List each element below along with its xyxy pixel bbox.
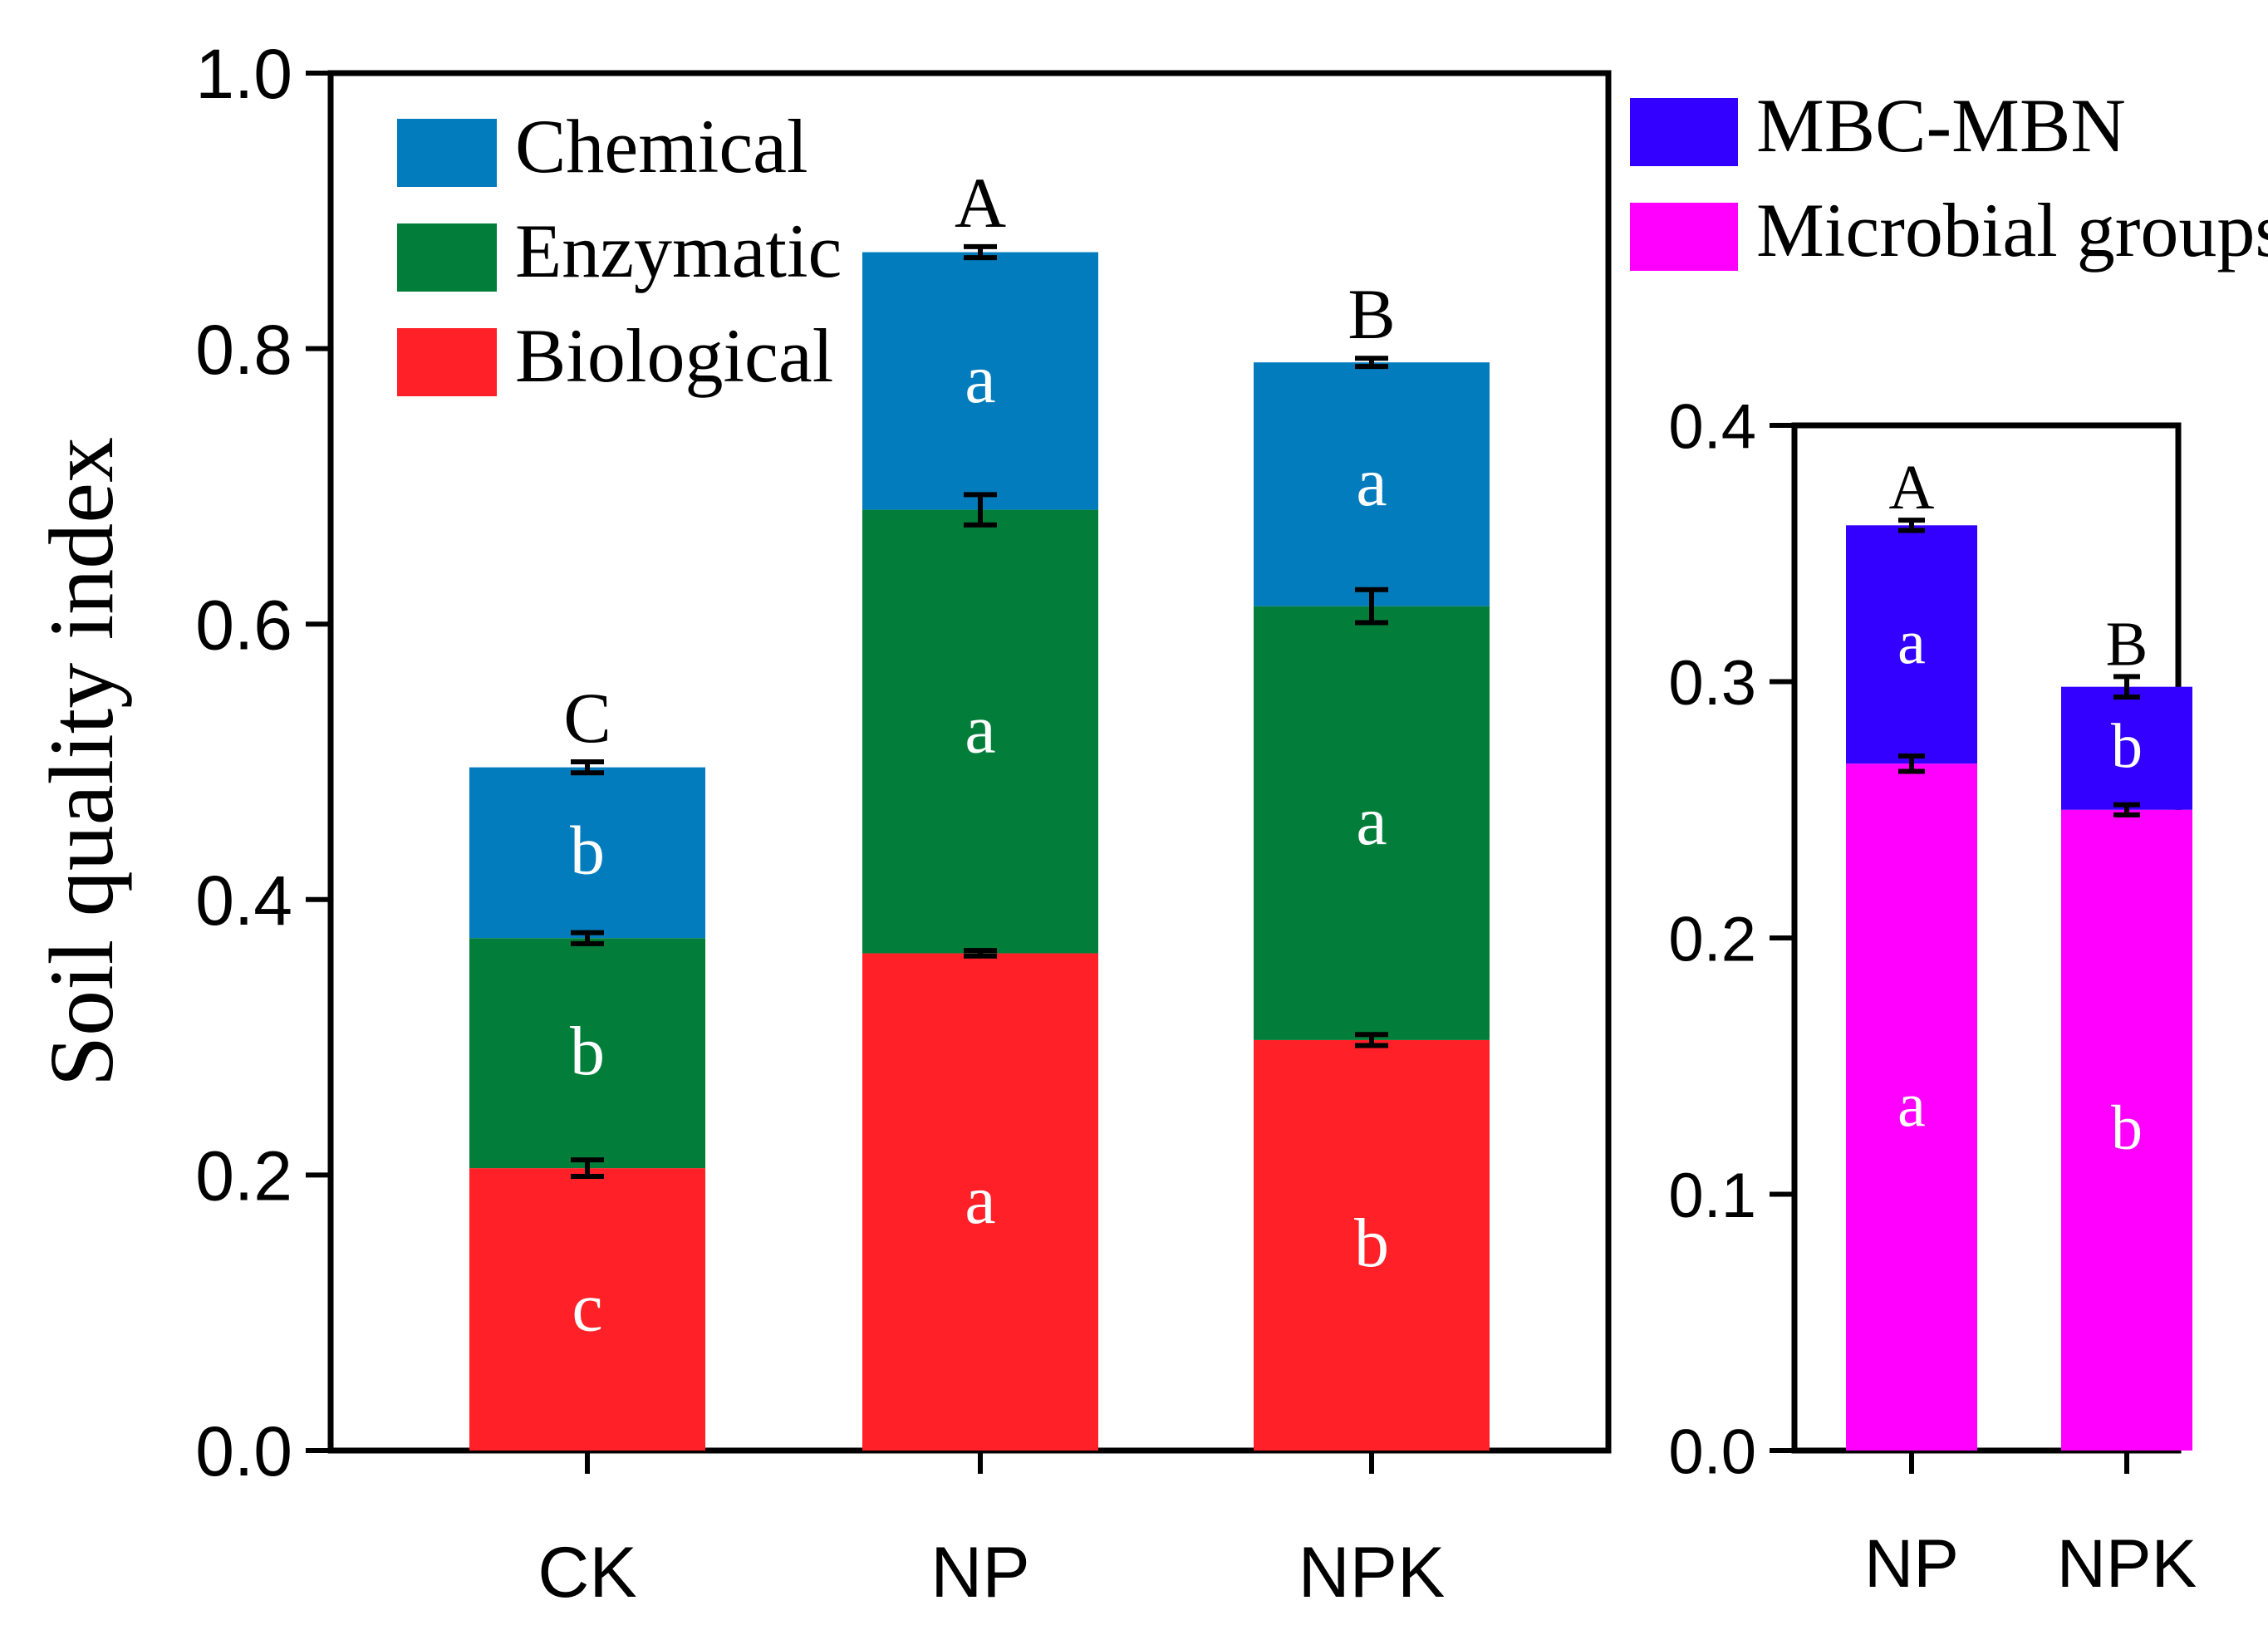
main-letter-ck-chemical: b [570, 812, 605, 890]
inset-ytick-label: 0.4 [1668, 391, 1756, 462]
main-bar-ck-chemical [469, 767, 705, 939]
main-bar-np-biological [862, 953, 1098, 1451]
inset-errorbar-npk-mbc-mbn [2113, 674, 2140, 700]
main-legend-swatch-chemical [397, 119, 497, 187]
inset-errorbar-np-microbial-groups [1898, 753, 1925, 774]
inset-ytick-label: 0.2 [1668, 904, 1756, 975]
main-category-label-npk: NPK [1298, 1533, 1446, 1613]
inset-legend-item-mbc-mbn: MBC-MBN [1630, 83, 2126, 168]
main-letter-np-enzymatic: a [965, 691, 995, 768]
main-total-letter-npk: B [1348, 274, 1395, 354]
inset-legend-label-microbial-groups: Microbial groups [1756, 188, 2268, 272]
main-legend-item-chemical: Chemical [397, 104, 808, 189]
main-ytick-label: 0.2 [195, 1137, 292, 1215]
inset-ytick-label: 0.3 [1668, 648, 1756, 719]
inset-bar-np-mbc-mbn [1846, 525, 1977, 764]
main-letter-npk-biological: b [1354, 1205, 1389, 1282]
inset-total-letter-np: A [1889, 453, 1935, 523]
main-letter-np-biological: a [965, 1161, 995, 1239]
inset-letter-np-microbial-groups: a [1897, 1070, 1926, 1140]
inset-category-label-npk: NPK [2057, 1526, 2197, 1602]
inset-total-letter-npk: B [2106, 609, 2148, 679]
main-errorbar-npk-biological [1355, 1032, 1388, 1048]
main-bar-npk-chemical [1254, 362, 1490, 606]
inset-ytick-label: 0.0 [1668, 1416, 1756, 1487]
main-total-letter-np: A [955, 163, 1006, 243]
main-letter-ck-enzymatic: b [570, 1013, 605, 1090]
main-category-label-ck: CK [538, 1533, 636, 1613]
legends: Chemical Enzymatic Biological MBC-MBN Microb… [397, 83, 2268, 398]
main-legend-swatch-enzymatic [397, 223, 497, 292]
main-ytick-label: 0.8 [195, 311, 292, 389]
main-errorbar-ck-enzymatic [571, 930, 604, 946]
main-ytick-label: 0.6 [195, 586, 292, 664]
inset-letter-npk-mbc-mbn: b [2111, 712, 2143, 782]
main-letter-np-chemical: a [965, 341, 995, 418]
main-bar-npk-enzymatic [1254, 606, 1490, 1040]
main-bar-np-chemical [862, 252, 1098, 510]
main-ytick-label: 0.0 [195, 1412, 292, 1490]
inset-legend-item-microbial-groups: Microbial groups [1630, 188, 2268, 272]
main-bar-np-enzymatic [862, 509, 1098, 954]
main-errorbar-npk-enzymatic [1355, 587, 1388, 626]
main-legend-label-enzymatic: Enzymatic [515, 209, 842, 293]
inset-category-label-np: NP [1864, 1526, 1959, 1602]
main-ytick-label: 0.4 [195, 862, 292, 940]
main-legend-item-enzymatic: Enzymatic [397, 209, 842, 293]
main-errorbar-np-enzymatic [964, 492, 997, 528]
inset-ytick-label: 0.1 [1668, 1161, 1756, 1231]
main-errorbar-np-biological [964, 948, 997, 959]
main-category-label-np: NP [930, 1533, 1029, 1613]
main-legend-label-chemical: Chemical [515, 104, 808, 189]
inset-bar-np-microbial-groups [1846, 763, 1977, 1451]
main-legend-item-biological: Biological [397, 313, 833, 398]
inset-legend-swatch-mbc-mbn [1630, 98, 1738, 166]
main-total-letter-ck: C [563, 678, 611, 758]
main-letter-npk-enzymatic: a [1356, 783, 1387, 860]
inset-y-axis: 0.0 0.1 0.2 0.3 0.4 NP NPK [1668, 391, 2197, 1602]
main-bar-npk-biological [1254, 1039, 1490, 1451]
main-errorbar-npk-chemical [1355, 356, 1388, 370]
main-legend-label-biological: Biological [515, 313, 833, 398]
inset-letter-npk-microbial-groups: b [2111, 1093, 2143, 1163]
inset-letter-np-mbc-mbn: a [1897, 608, 1926, 678]
y-axis-label: Soil quality index [31, 437, 132, 1087]
inset-bar-npk-mbc-mbn [2061, 686, 2192, 810]
inset-legend-swatch-microbial-groups [1630, 203, 1738, 271]
main-bar-ck-biological [469, 1168, 705, 1451]
inset-errorbar-np-mbc-mbn [1898, 518, 1925, 533]
main-errorbar-ck-chemical [571, 759, 604, 776]
inset-errorbar-npk-microbial-groups [2113, 802, 2140, 817]
main-y-axis: 0.0 0.2 0.4 0.6 0.8 1.0 CK NP NPK [195, 35, 1445, 1613]
inset-bar-npk-microbial-groups [2061, 809, 2192, 1451]
main-letter-npk-chemical: a [1356, 444, 1387, 521]
main-errorbar-np-chemical [964, 243, 997, 261]
main-bar-ck-enzymatic [469, 938, 705, 1169]
main-errorbar-ck-biological [571, 1157, 604, 1180]
inset-legend-label-mbc-mbn: MBC-MBN [1756, 83, 2126, 168]
main-legend-swatch-biological [397, 328, 497, 396]
main-letter-ck-biological: c [572, 1269, 602, 1346]
main-ytick-label: 1.0 [195, 35, 292, 113]
